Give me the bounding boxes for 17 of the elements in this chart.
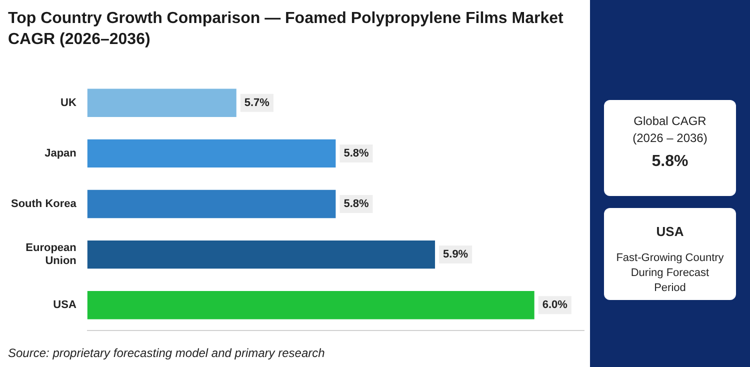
data-label: 5.7% xyxy=(244,96,270,109)
data-label: 5.8% xyxy=(344,147,369,160)
y-tick-label: European Union xyxy=(26,242,77,268)
text: USA xyxy=(655,224,685,239)
data-label: 5.8% xyxy=(344,198,369,210)
y-tick-label: USA xyxy=(53,299,76,312)
data-label: 6.0% xyxy=(542,299,568,312)
text: Fast-Growing Country During Forecast Period xyxy=(615,251,725,296)
y-tick-label: Japan xyxy=(44,147,77,160)
chart-title: Top Country Growth Comparison — Foamed Polypropylene Films Market CAGR (2026–2036) xyxy=(8,9,564,50)
text: (2026 – 2036) xyxy=(632,131,708,145)
y-tick-label: South Korea xyxy=(10,198,78,210)
text: 5.8% xyxy=(650,153,690,171)
text: Global CAGR xyxy=(632,114,708,128)
y-tick-label: UK xyxy=(60,96,76,109)
source-note: Source: proprietary forecasting model and primary research xyxy=(8,346,325,360)
data-label: 5.9% xyxy=(443,248,468,261)
